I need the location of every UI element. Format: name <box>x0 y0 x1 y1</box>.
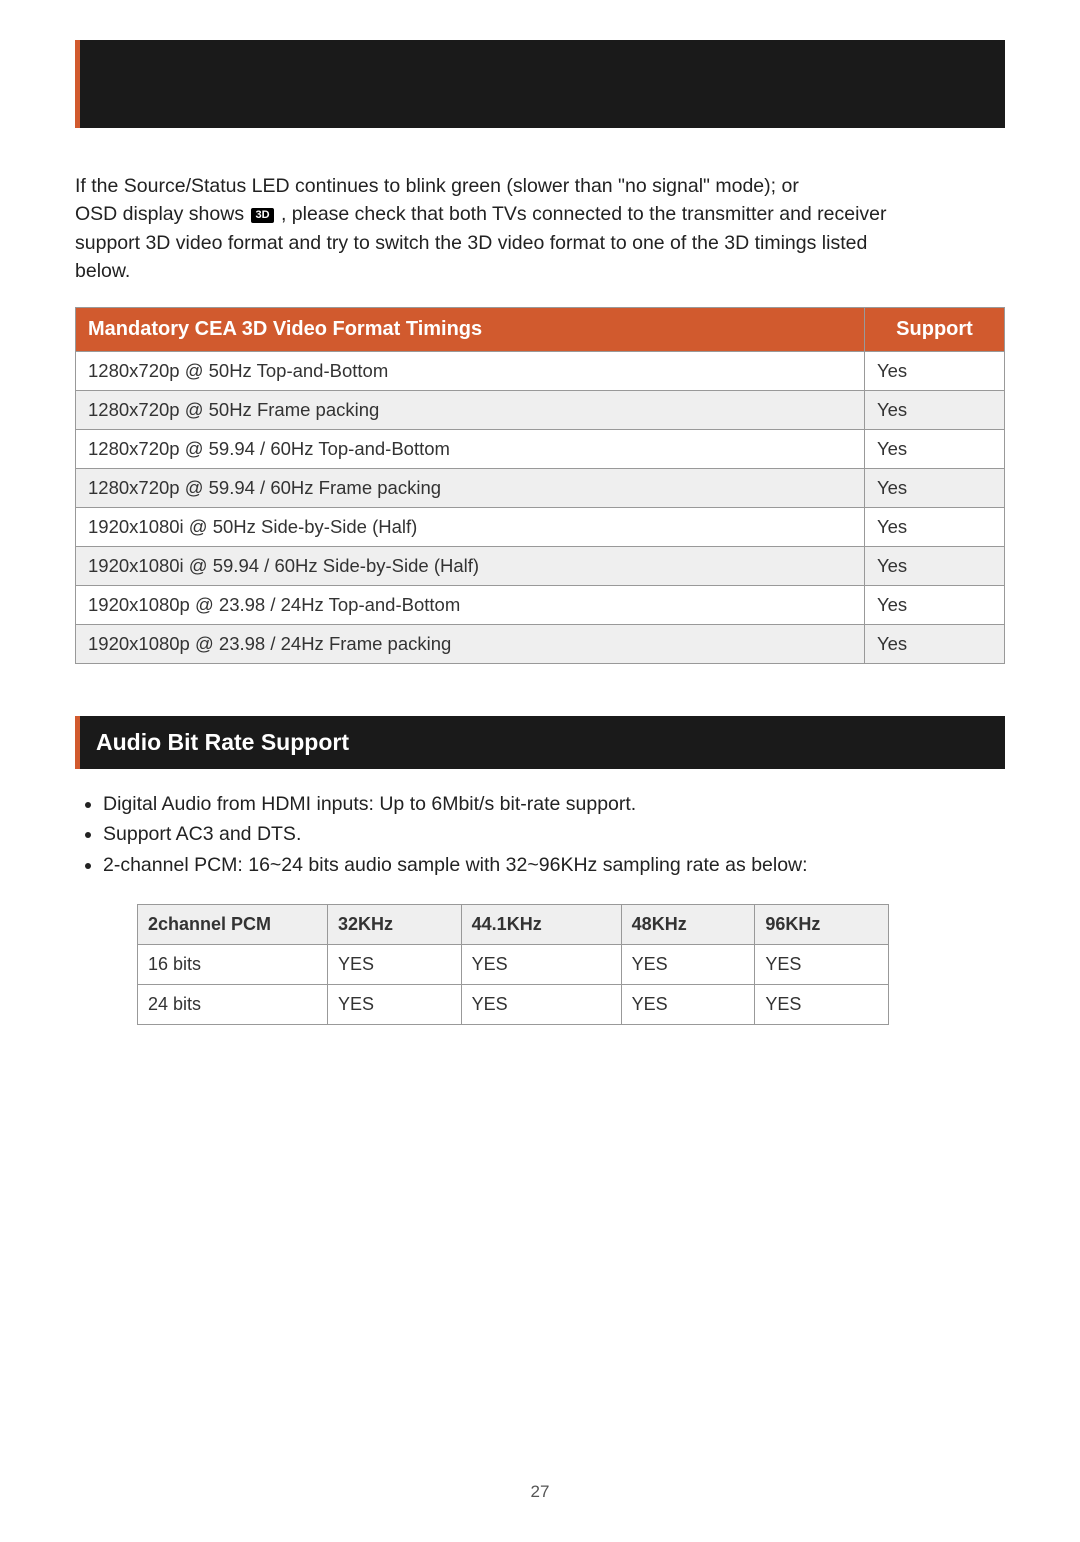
page-number: 27 <box>0 1482 1080 1502</box>
pcm-cell: YES <box>328 944 462 984</box>
pcm-cell: 16 bits <box>138 944 328 984</box>
table-row: 1920x1080p @ 23.98 / 24Hz Frame packingY… <box>76 625 1005 664</box>
video-format-table: Mandatory CEA 3D Video Format Timings Su… <box>75 307 1005 664</box>
format-cell: 1280x720p @ 59.94 / 60Hz Frame packing <box>76 469 865 508</box>
format-cell: 1920x1080p @ 23.98 / 24Hz Top-and-Bottom <box>76 586 865 625</box>
table-row: 1920x1080i @ 59.94 / 60Hz Side-by-Side (… <box>76 547 1005 586</box>
support-cell: Yes <box>865 430 1005 469</box>
pcm-header-cell: 44.1KHz <box>461 904 621 944</box>
table-row: 24 bitsYESYESYESYES <box>138 984 889 1024</box>
intro-line1: If the Source/Status LED continues to bl… <box>75 175 799 197</box>
list-item: Support AC3 and DTS. <box>103 819 1005 849</box>
pcm-header-cell: 96KHz <box>755 904 889 944</box>
pcm-cell: YES <box>621 944 755 984</box>
pcm-cell: 24 bits <box>138 984 328 1024</box>
table-row: 1920x1080p @ 23.98 / 24Hz Top-and-Bottom… <box>76 586 1005 625</box>
pcm-table: 2channel PCM32KHz44.1KHz48KHz96KHz 16 bi… <box>137 904 889 1025</box>
format-cell: 1920x1080p @ 23.98 / 24Hz Frame packing <box>76 625 865 664</box>
list-item: Digital Audio from HDMI inputs: Up to 6M… <box>103 789 1005 819</box>
support-cell: Yes <box>865 586 1005 625</box>
support-cell: Yes <box>865 352 1005 391</box>
table-row: 1280x720p @ 59.94 / 60Hz Frame packingYe… <box>76 469 1005 508</box>
intro-line2b: , please check that both TVs connected t… <box>281 203 887 225</box>
audio-bullet-list: Digital Audio from HDMI inputs: Up to 6M… <box>103 789 1005 880</box>
format-cell: 1280x720p @ 59.94 / 60Hz Top-and-Bottom <box>76 430 865 469</box>
table-row: 1920x1080i @ 50Hz Side-by-Side (Half)Yes <box>76 508 1005 547</box>
table-row: 1280x720p @ 59.94 / 60Hz Top-and-BottomY… <box>76 430 1005 469</box>
table-row: 16 bitsYESYESYESYES <box>138 944 889 984</box>
format-cell: 1920x1080i @ 59.94 / 60Hz Side-by-Side (… <box>76 547 865 586</box>
support-cell: Yes <box>865 391 1005 430</box>
pcm-header-cell: 32KHz <box>328 904 462 944</box>
pcm-cell: YES <box>621 984 755 1024</box>
list-item: 2-channel PCM: 16~24 bits audio sample w… <box>103 850 1005 880</box>
pcm-header-cell: 48KHz <box>621 904 755 944</box>
pcm-header-cell: 2channel PCM <box>138 904 328 944</box>
support-cell: Yes <box>865 508 1005 547</box>
intro-line3: support 3D video format and try to switc… <box>75 232 867 254</box>
table1-header-support: Support <box>865 308 1005 352</box>
support-cell: Yes <box>865 469 1005 508</box>
table-row: 1280x720p @ 50Hz Frame packingYes <box>76 391 1005 430</box>
table1-header-format: Mandatory CEA 3D Video Format Timings <box>76 308 865 352</box>
3d-icon: 3D <box>251 208 273 223</box>
pcm-cell: YES <box>755 944 889 984</box>
format-cell: 1920x1080i @ 50Hz Side-by-Side (Half) <box>76 508 865 547</box>
top-banner <box>75 40 1005 128</box>
audio-section-header: Audio Bit Rate Support <box>75 716 1005 769</box>
support-cell: Yes <box>865 625 1005 664</box>
format-cell: 1280x720p @ 50Hz Frame packing <box>76 391 865 430</box>
pcm-cell: YES <box>328 984 462 1024</box>
intro-line2a: OSD display shows <box>75 203 249 225</box>
intro-paragraph: If the Source/Status LED continues to bl… <box>75 172 1005 285</box>
support-cell: Yes <box>865 547 1005 586</box>
table-row: 1280x720p @ 50Hz Top-and-BottomYes <box>76 352 1005 391</box>
pcm-cell: YES <box>461 984 621 1024</box>
pcm-cell: YES <box>461 944 621 984</box>
pcm-cell: YES <box>755 984 889 1024</box>
format-cell: 1280x720p @ 50Hz Top-and-Bottom <box>76 352 865 391</box>
intro-line4: below. <box>75 260 130 282</box>
